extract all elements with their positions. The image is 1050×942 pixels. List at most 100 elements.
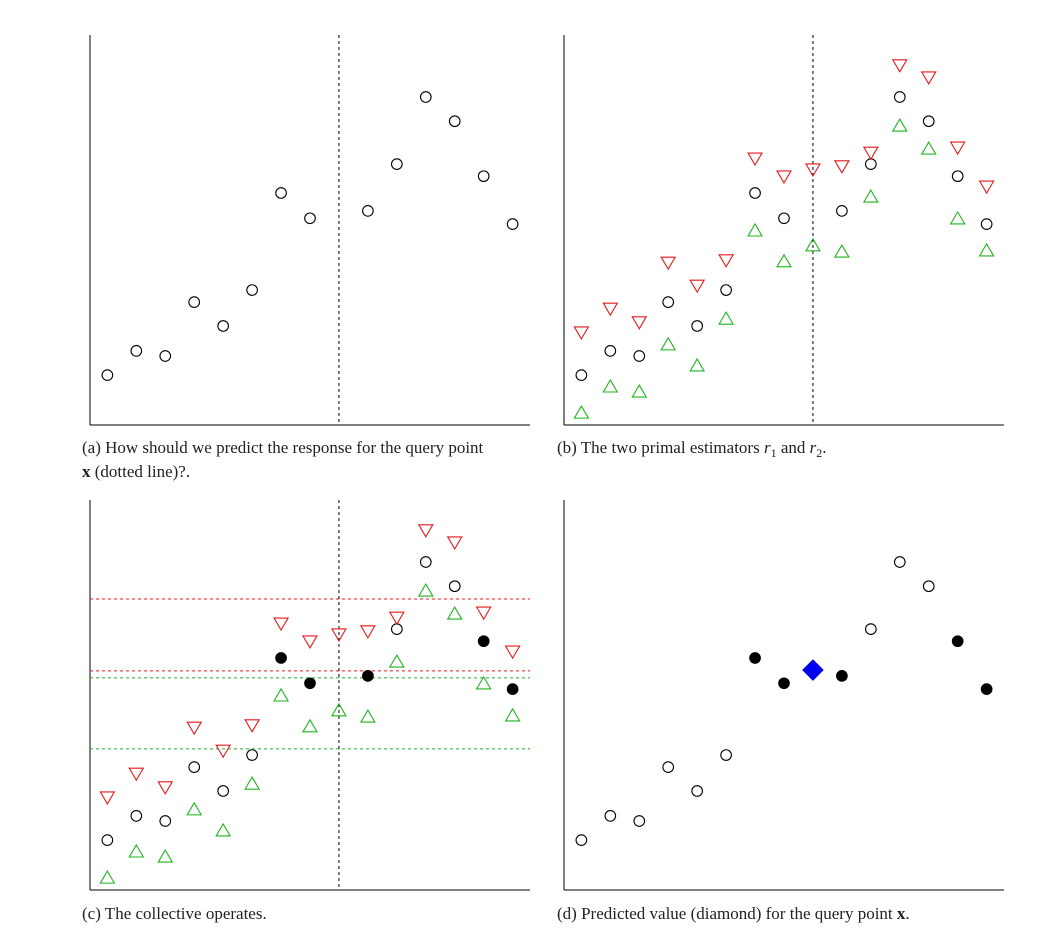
point	[864, 623, 877, 635]
point	[477, 635, 490, 648]
caption-part: (a) How should we predict the response f…	[82, 438, 484, 457]
point	[662, 296, 675, 309]
point	[747, 152, 764, 167]
caption: (d) Predicted value (diamond) for the qu…	[557, 904, 910, 923]
caption-part: r	[810, 438, 817, 457]
point	[362, 205, 374, 217]
caption-part: 2	[816, 446, 822, 460]
point	[475, 606, 492, 621]
point	[862, 188, 879, 203]
point	[575, 369, 588, 381]
point	[833, 160, 850, 174]
point	[776, 170, 792, 185]
point	[159, 350, 172, 362]
point	[388, 611, 405, 626]
point	[504, 707, 521, 722]
caption-part: .	[822, 438, 826, 457]
point	[951, 635, 964, 648]
point	[720, 284, 732, 296]
point	[130, 345, 143, 357]
point	[922, 580, 935, 593]
point	[749, 652, 761, 664]
caption: (c) The collective operates.	[82, 904, 267, 923]
point	[417, 524, 434, 538]
caption-part: and	[777, 438, 810, 457]
point	[359, 625, 376, 639]
point	[633, 815, 646, 827]
point	[575, 834, 588, 846]
point	[749, 187, 761, 199]
point	[448, 115, 461, 128]
point	[215, 822, 232, 837]
point	[891, 59, 908, 73]
point	[186, 721, 203, 736]
point	[660, 256, 677, 271]
point	[920, 71, 937, 85]
point	[330, 702, 347, 717]
point	[388, 653, 405, 668]
point	[631, 316, 648, 330]
point	[573, 405, 590, 419]
point	[99, 870, 116, 884]
point	[448, 580, 461, 593]
caption-part: .	[905, 904, 909, 923]
point	[159, 815, 172, 827]
point	[128, 767, 145, 782]
point	[747, 222, 764, 237]
point	[833, 243, 850, 258]
point	[246, 749, 258, 761]
caption: (a) How should we predict the response f…	[82, 438, 484, 457]
point	[446, 606, 463, 620]
point	[99, 791, 116, 806]
point	[302, 635, 318, 650]
point	[804, 237, 821, 252]
point	[864, 158, 877, 170]
caption-part: r	[764, 438, 771, 457]
point	[718, 311, 735, 325]
point	[893, 556, 906, 568]
point	[720, 749, 732, 761]
point	[980, 683, 993, 696]
point	[633, 350, 646, 362]
point	[215, 744, 232, 759]
point	[778, 212, 790, 225]
point	[922, 115, 935, 128]
point	[188, 296, 201, 309]
point	[390, 623, 403, 635]
point	[862, 146, 879, 161]
caption: (b) The two primal estimators r1 and r2.	[557, 438, 827, 460]
point	[718, 254, 735, 268]
point	[477, 170, 490, 183]
point	[128, 843, 145, 858]
point	[602, 378, 619, 393]
point	[186, 801, 203, 816]
caption-part: x	[82, 462, 91, 481]
point	[978, 242, 995, 257]
point	[475, 675, 492, 690]
point	[836, 670, 848, 682]
point	[573, 326, 590, 341]
point	[978, 180, 995, 195]
caption-part: (dotted line)?.	[91, 462, 191, 481]
point	[390, 158, 403, 170]
point	[504, 645, 521, 660]
point	[446, 536, 463, 550]
point	[101, 369, 114, 381]
point	[273, 617, 290, 632]
point	[689, 279, 706, 294]
point	[419, 91, 432, 103]
point	[359, 708, 376, 723]
caption-part: (b) The two primal estimators	[557, 438, 764, 457]
point	[802, 659, 824, 681]
caption: x (dotted line)?.	[82, 462, 190, 481]
point	[157, 781, 174, 795]
caption-part: (c) The collective operates.	[82, 904, 267, 923]
caption-part: x	[897, 904, 906, 923]
point	[836, 205, 848, 217]
point	[776, 253, 792, 268]
point	[244, 776, 261, 790]
point	[949, 141, 966, 156]
point	[275, 187, 287, 199]
caption-part: (d) Predicted value (diamond) for the qu…	[557, 904, 897, 923]
